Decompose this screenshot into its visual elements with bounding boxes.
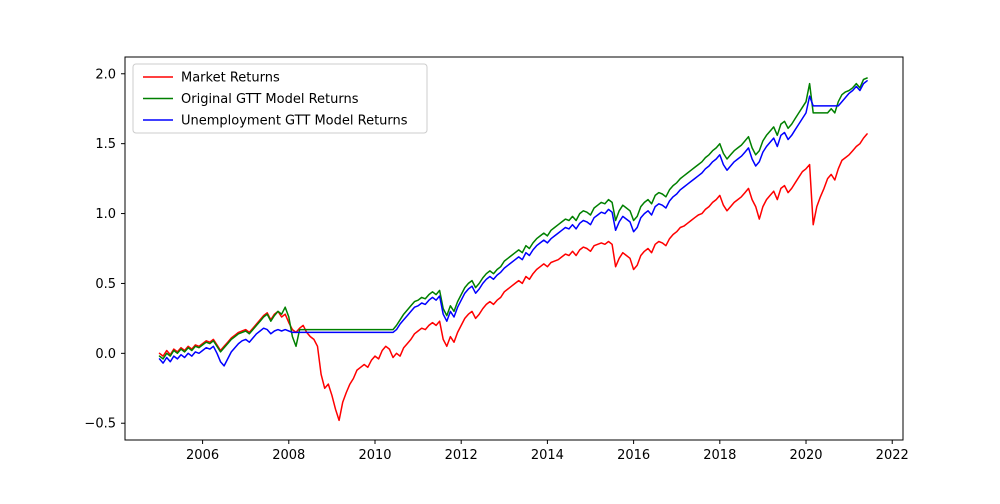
x-tick-label: 2008 bbox=[272, 448, 305, 463]
x-tick-label: 2016 bbox=[617, 448, 650, 463]
x-tick-label: 2006 bbox=[186, 448, 219, 463]
y-tick-label: 1.5 bbox=[95, 137, 116, 152]
y-tick-label: 1.0 bbox=[95, 207, 116, 222]
series-line-unemployment-gtt bbox=[158, 80, 868, 367]
x-tick-label: 2022 bbox=[876, 448, 909, 463]
legend-label-original-gtt: Original GTT Model Returns bbox=[181, 92, 359, 107]
plot-border bbox=[124, 56, 904, 441]
y-tick-label: 0.5 bbox=[95, 277, 116, 292]
x-tick-label: 2014 bbox=[531, 448, 564, 463]
x-tick-label: 2020 bbox=[789, 448, 822, 463]
legend-box bbox=[132, 63, 428, 134]
x-tick-label: 2010 bbox=[358, 448, 391, 463]
x-tick-label: 2012 bbox=[445, 448, 478, 463]
x-tick-label: 2018 bbox=[703, 448, 736, 463]
legend-label-unemployment-gtt: Unemployment GTT Model Returns bbox=[181, 114, 408, 129]
series-line-original-gtt bbox=[158, 77, 868, 360]
y-tick-label: 2.0 bbox=[95, 67, 116, 82]
y-tick-label: −0.5 bbox=[84, 417, 116, 432]
legend: Market Returns Original GTT Model Returns… bbox=[132, 63, 428, 134]
y-tick-label: 0.0 bbox=[95, 347, 116, 362]
legend-label-market-returns: Market Returns bbox=[181, 71, 280, 86]
